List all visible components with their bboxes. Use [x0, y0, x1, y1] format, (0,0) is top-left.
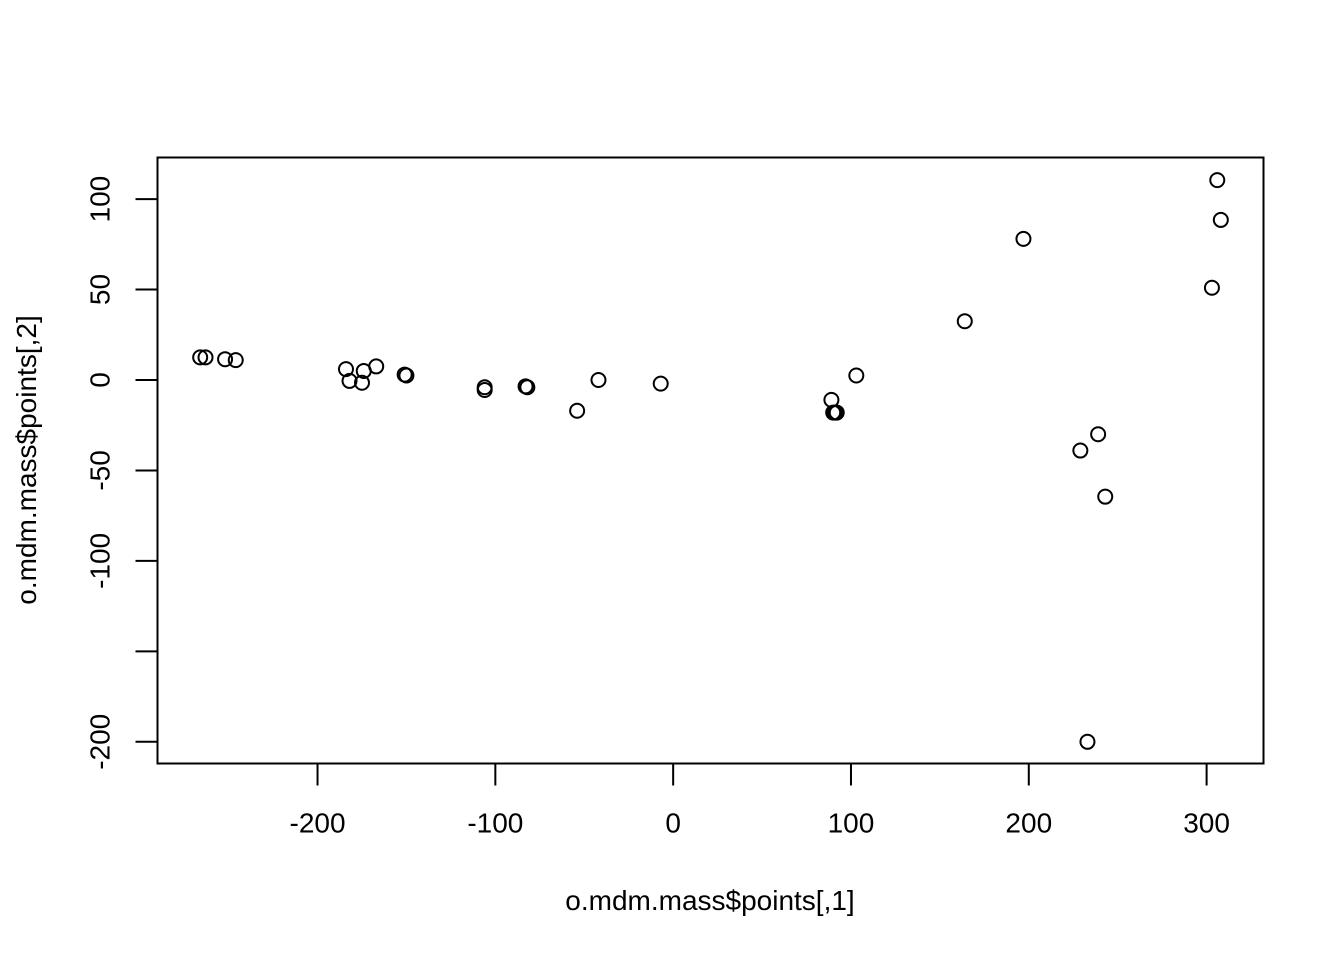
- data-point: [1097, 488, 1114, 505]
- data-point: [1090, 426, 1107, 443]
- data-point: [217, 351, 234, 368]
- data-point: [227, 352, 244, 369]
- data-point: [652, 375, 669, 392]
- data-point: [476, 381, 493, 398]
- x-tick-label: 300: [1183, 808, 1230, 839]
- data-point: [337, 361, 354, 378]
- x-tick-label: -100: [467, 808, 523, 839]
- y-tick-label: -100: [85, 533, 116, 589]
- data-point: [519, 379, 536, 396]
- data-point: [1072, 442, 1089, 459]
- x-axis-label: o.mdm.mass$points[,1]: [565, 885, 854, 916]
- data-point: [1209, 172, 1226, 189]
- data-point: [1015, 230, 1032, 247]
- data-point: [368, 358, 385, 375]
- data-point: [197, 349, 214, 366]
- data-point: [569, 402, 586, 419]
- data-point: [353, 374, 370, 391]
- y-tick-label: 100: [85, 176, 116, 223]
- y-tick-label: -50: [85, 450, 116, 490]
- data-point: [1203, 279, 1220, 296]
- y-tick-label: 50: [85, 274, 116, 305]
- data-point: [590, 372, 607, 389]
- data-point: [1212, 211, 1229, 228]
- data-points: [192, 172, 1229, 750]
- data-point: [956, 313, 973, 330]
- data-point: [1079, 733, 1096, 750]
- data-point: [398, 367, 415, 384]
- x-tick-label: 100: [828, 808, 875, 839]
- data-point: [848, 367, 865, 384]
- plot-frame: [156, 156, 1265, 765]
- y-axis: -200 -100 -50 0 50 100: [85, 176, 159, 770]
- data-point: [828, 404, 845, 421]
- x-tick-label: 200: [1005, 808, 1052, 839]
- x-tick-label: 0: [665, 808, 681, 839]
- y-axis-label: o.mdm.mass$points[,2]: [11, 315, 42, 604]
- y-tick-label: -200: [85, 714, 116, 770]
- x-axis: -200 -100 0 100 200 300: [290, 762, 1230, 839]
- data-point: [192, 349, 209, 366]
- data-point: [341, 372, 358, 389]
- x-tick-label: -200: [290, 808, 346, 839]
- y-tick-label: 0: [85, 372, 116, 388]
